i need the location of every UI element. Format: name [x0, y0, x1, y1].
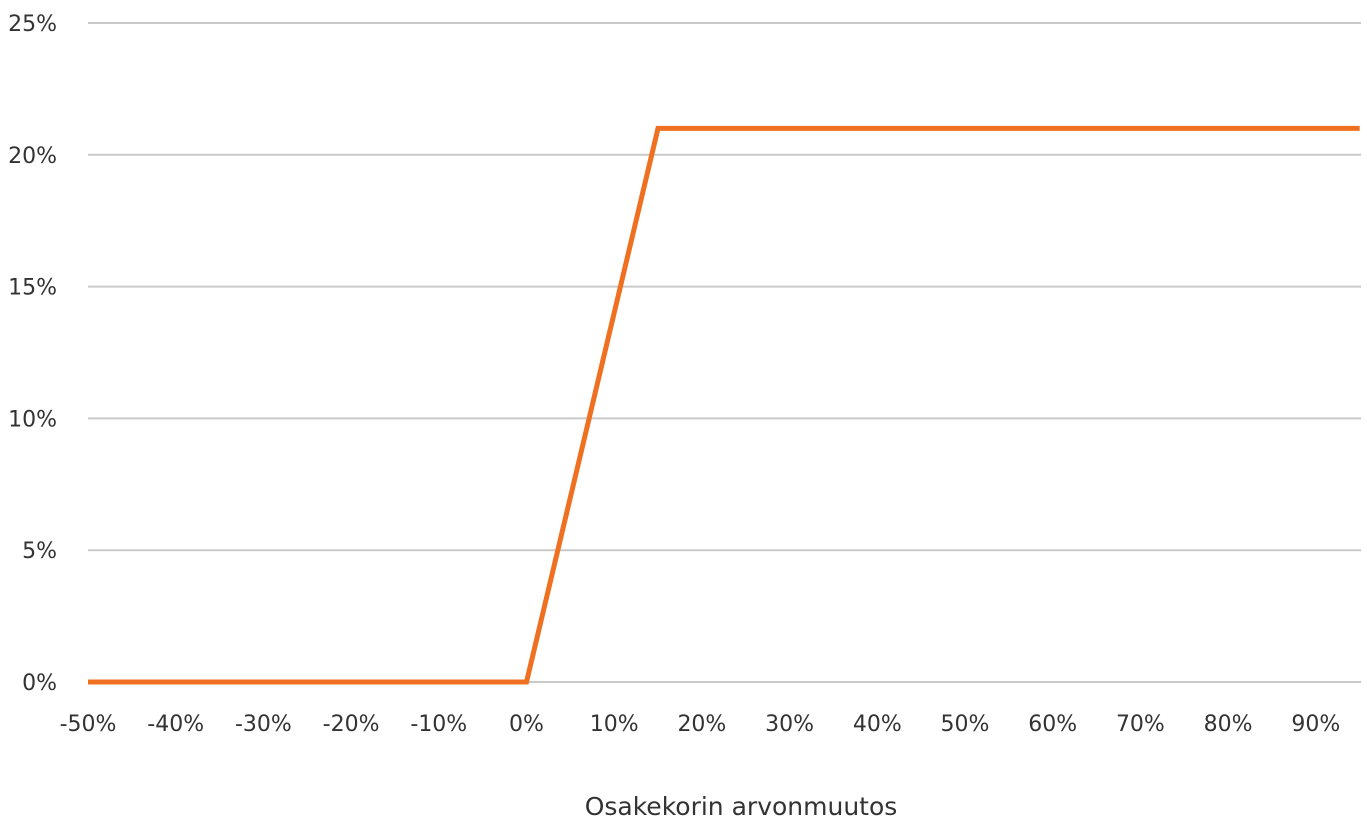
y-tick-label: 25% [8, 12, 57, 37]
x-tick-label: -40% [147, 712, 204, 737]
gridlines [88, 22, 1361, 683]
y-tick-label: 15% [8, 276, 57, 301]
y-tick-label: 20% [8, 144, 57, 169]
y-tick-label: 5% [22, 539, 57, 564]
x-tick-label: 80% [1204, 712, 1253, 737]
x-tick-label: 60% [1028, 712, 1077, 737]
series-line [88, 125, 1360, 685]
x-tick-label: 0% [509, 712, 544, 737]
x-tick-label: -10% [410, 712, 467, 737]
x-axis-ticks: -50% -40% -30% -20% -10% 0% 10% 20% 30% 40% 50% 60%… [60, 712, 1341, 737]
x-tick-label: 90% [1291, 712, 1340, 737]
x-tick-label: 40% [853, 712, 902, 737]
y-tick-label: 0% [22, 671, 57, 696]
x-tick-label: 10% [590, 712, 639, 737]
x-tick-label: 50% [941, 712, 990, 737]
x-tick-label: -20% [323, 712, 380, 737]
x-tick-label: 30% [765, 712, 814, 737]
x-tick-label: 70% [1116, 712, 1165, 737]
x-axis-title: Osakekorin arvonmuutos [585, 792, 898, 821]
x-tick-label: 20% [677, 712, 726, 737]
y-tick-label: 10% [8, 407, 57, 432]
x-tick-label: -50% [60, 712, 117, 737]
y-axis-ticks: 0% 5% 10% 15% 20% 25% [8, 12, 57, 696]
series-layer [88, 125, 1360, 685]
x-tick-label: -30% [235, 712, 292, 737]
